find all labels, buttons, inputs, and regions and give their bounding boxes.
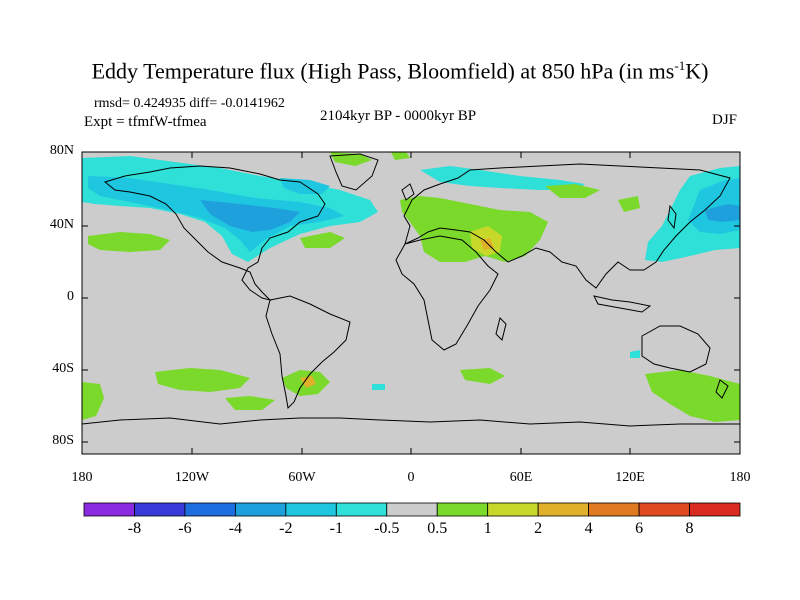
colorbar-label-7: 1 <box>483 520 492 537</box>
region-australia-neg <box>630 350 640 358</box>
colorbar-swatch-10 <box>588 502 640 517</box>
australia-coast <box>641 325 711 373</box>
region-labrador-neg <box>280 178 330 194</box>
stats-label: rmsd= 0.424935 diff= -0.0141962 <box>94 96 285 111</box>
indonesia-coast <box>593 295 652 313</box>
lon-label-60e: 60E <box>509 470 533 485</box>
lat-label-80s: 80S <box>52 433 74 448</box>
region-east-asia-neg4 <box>705 204 740 222</box>
colorbar-swatch-4 <box>285 502 337 517</box>
lon-label-60w: 60W <box>288 470 316 485</box>
region-central-asia-pos <box>545 184 600 198</box>
colorbar-swatch-0 <box>83 502 135 517</box>
season-label: DJF <box>712 112 738 128</box>
colorbar-label-3: -2 <box>279 520 293 537</box>
north-america-coast <box>103 165 326 301</box>
lon-label-120w: 120W <box>174 470 210 485</box>
colorbar-label-0: -8 <box>127 520 142 537</box>
lat-label-0: 0 <box>67 289 74 304</box>
region-southern-ocean-pos <box>645 370 740 422</box>
colorbar-label-2: -4 <box>228 520 243 537</box>
colorbar-label-8: 2 <box>534 520 543 537</box>
title-end: K) <box>685 58 709 84</box>
colorbar-label-4: -1 <box>329 520 343 537</box>
south-america-coast <box>265 295 351 410</box>
colorbar-swatch-9 <box>537 502 590 517</box>
axis-ticks <box>82 151 740 454</box>
region-north-eurasia-neg <box>420 166 585 190</box>
madagascar-coast <box>495 317 507 341</box>
region-south-america-pos2 <box>300 376 316 388</box>
region-south-pacific-pos <box>155 368 250 392</box>
period-label: 2104kyr BP - 0000kyr BP <box>320 108 477 124</box>
colorbar-swatch-6 <box>386 502 438 517</box>
colorbar-swatch-2 <box>184 502 236 517</box>
coastlines <box>82 153 740 427</box>
colorbar <box>83 502 741 517</box>
greenland-coast <box>329 153 379 191</box>
colorbar-label-6: 0.5 <box>427 520 448 537</box>
region-north-pacific-pos <box>88 232 170 252</box>
japan-coast <box>667 204 677 230</box>
region-west-pacific-pos <box>82 382 104 420</box>
colorbar-swatch-12 <box>689 502 741 517</box>
eurasia-coast <box>403 163 731 289</box>
colorbar-swatch-7 <box>436 502 489 517</box>
positive-anomaly-regions <box>82 152 740 422</box>
region-south-atlantic-neg <box>372 384 385 390</box>
negative-anomaly-regions <box>82 156 740 390</box>
lat-label-80n: 80N <box>49 143 74 158</box>
region-asia-pos <box>618 196 640 212</box>
map-title: Eddy Temperature flux (High Pass, Bloomf… <box>0 58 800 84</box>
colorbar-label-5: -0.5 <box>374 520 400 537</box>
antarctica-coast <box>82 417 740 427</box>
region-atlantic-pos <box>300 232 345 248</box>
colorbar-label-11: 8 <box>685 520 694 537</box>
colorbar-swatch-11 <box>638 502 690 517</box>
africa-coast <box>395 235 499 351</box>
region-mediterranean-pos <box>400 196 548 262</box>
colorbar-swatch-5 <box>335 502 388 517</box>
colorbar-label-9: 4 <box>584 520 593 537</box>
experiment-label: Expt = tfmfW-tfmea <box>84 114 207 130</box>
lat-label-40n: 40N <box>49 217 74 232</box>
colorbar-label-10: 6 <box>635 520 644 537</box>
new-zealand-coast <box>715 379 729 399</box>
title-superscript: -1 <box>674 58 686 73</box>
title-main: Eddy Temperature flux (High Pass, Bloomf… <box>91 58 675 84</box>
colorbar-label-1: -6 <box>178 520 192 537</box>
region-indian-ocean-pos <box>460 368 505 384</box>
lon-label-180w: 180 <box>71 470 93 485</box>
region-arctic-pos2 <box>391 152 410 160</box>
lon-label-180e: 180 <box>729 470 751 485</box>
lon-label-0: 0 <box>407 470 415 485</box>
lat-label-40s: 40S <box>52 361 74 376</box>
colorbar-swatch-8 <box>487 502 539 517</box>
colorbar-swatch-3 <box>234 502 287 517</box>
region-north-america-neg4 <box>200 200 300 232</box>
colorbar-swatch-1 <box>134 502 186 517</box>
region-south-pacific-pos2 <box>225 396 275 410</box>
uk-coast <box>401 183 415 201</box>
lon-label-120e: 120E <box>615 470 645 485</box>
